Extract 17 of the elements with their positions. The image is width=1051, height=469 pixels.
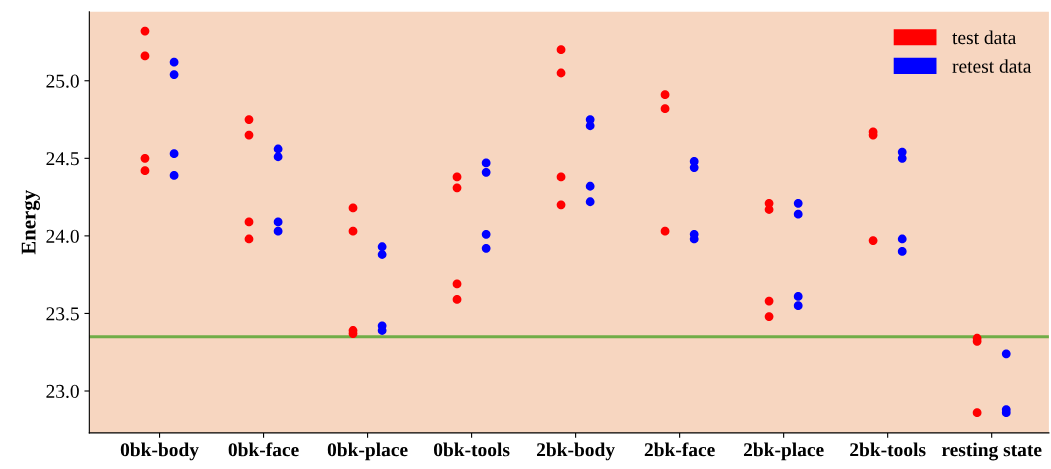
y-tick-label: 25.0	[46, 74, 79, 88]
x-tick-label: 0bk-place	[327, 442, 408, 461]
x-tick-label: 0bk-face	[228, 442, 299, 457]
y-tick-label: 23.5	[46, 307, 79, 321]
y-tick-label: 23.0	[46, 384, 79, 399]
x-tick-label: 2bk-place	[743, 442, 824, 461]
x-tick-label: resting state	[941, 442, 1042, 461]
y-tick-label: 24.5	[46, 152, 79, 166]
legend-label: test data	[952, 30, 1017, 45]
legend-label: retest data	[952, 59, 1032, 73]
y-tick-label: 24.0	[46, 229, 79, 243]
x-tick-label: 0bk-tools	[433, 442, 510, 457]
x-tick-label: 2bk-face	[644, 442, 715, 457]
x-tick-label: 2bk-tools	[850, 442, 926, 457]
x-tick-label: 2bk-body	[536, 442, 615, 461]
x-tick-label: 0bk-body	[120, 442, 199, 461]
y-axis-title: Energy	[21, 190, 41, 255]
